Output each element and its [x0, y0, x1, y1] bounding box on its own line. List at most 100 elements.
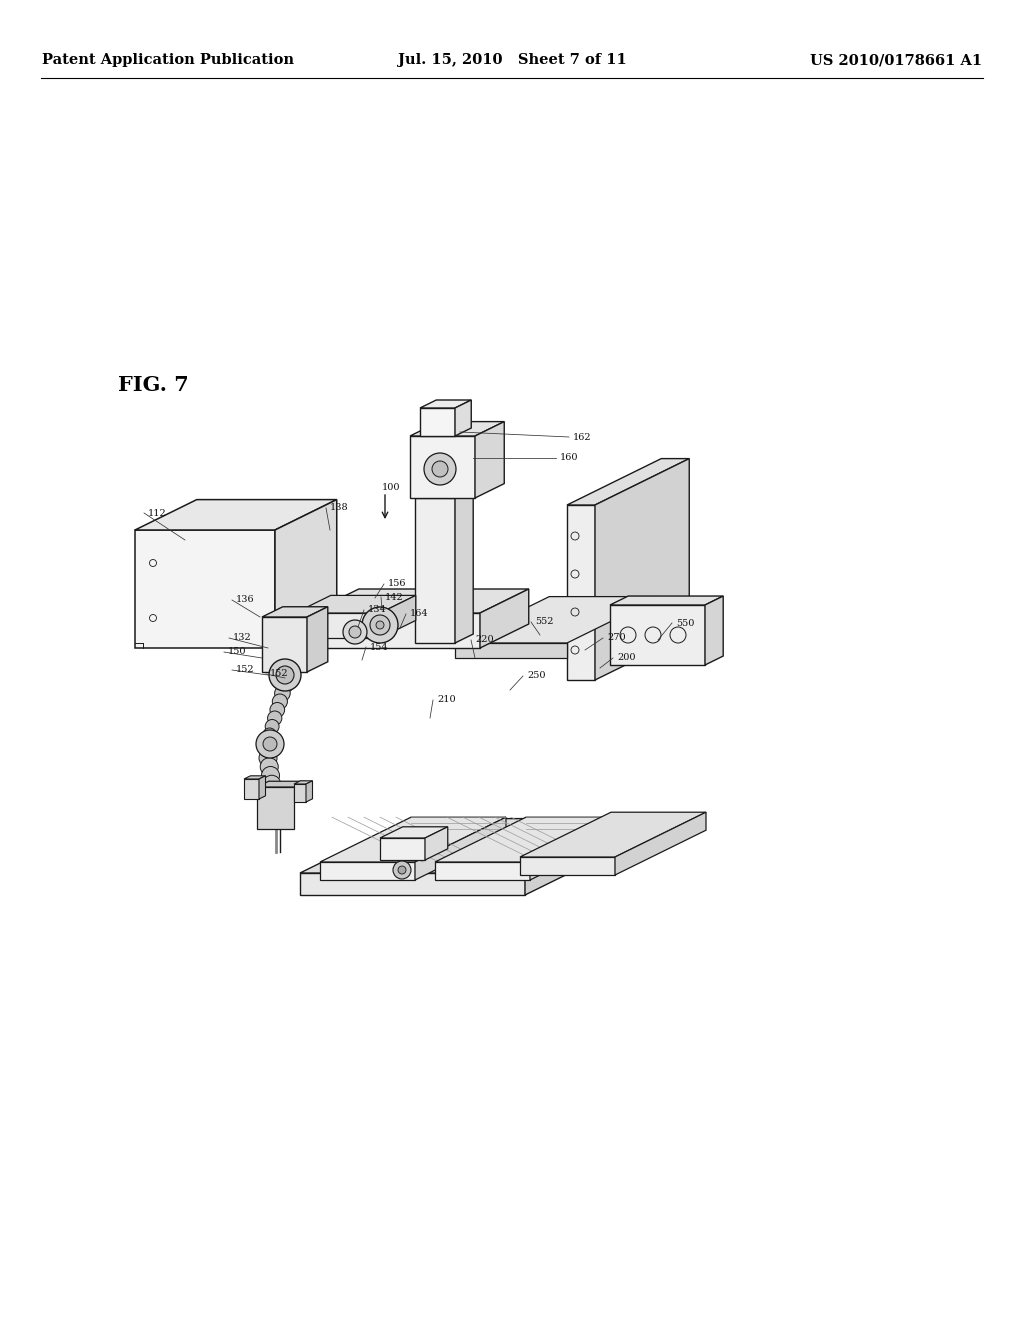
Circle shape — [263, 775, 281, 793]
Polygon shape — [567, 506, 595, 680]
Text: 160: 160 — [560, 454, 579, 462]
Polygon shape — [295, 595, 416, 612]
Polygon shape — [520, 857, 615, 875]
Polygon shape — [310, 612, 480, 648]
Circle shape — [370, 615, 390, 635]
Polygon shape — [135, 499, 337, 531]
Polygon shape — [420, 400, 471, 408]
Circle shape — [260, 737, 273, 750]
Polygon shape — [257, 787, 294, 829]
Polygon shape — [319, 817, 506, 862]
Polygon shape — [294, 781, 312, 784]
Polygon shape — [595, 458, 689, 680]
Text: 156: 156 — [388, 579, 407, 589]
Polygon shape — [435, 862, 530, 880]
Circle shape — [276, 667, 294, 684]
Text: 100: 100 — [382, 483, 400, 491]
Circle shape — [264, 784, 282, 803]
Polygon shape — [455, 400, 471, 436]
Text: 220: 220 — [475, 635, 494, 644]
Polygon shape — [610, 597, 723, 605]
Text: 552: 552 — [535, 618, 554, 627]
Polygon shape — [380, 595, 416, 638]
Polygon shape — [300, 873, 525, 895]
Circle shape — [270, 702, 285, 717]
Circle shape — [261, 767, 280, 784]
Polygon shape — [615, 812, 706, 875]
Polygon shape — [319, 862, 415, 880]
Polygon shape — [530, 817, 621, 880]
Circle shape — [263, 729, 276, 742]
Circle shape — [376, 620, 384, 630]
Polygon shape — [455, 488, 473, 643]
Text: 154: 154 — [370, 643, 389, 652]
Circle shape — [432, 461, 449, 477]
Circle shape — [259, 748, 278, 767]
Text: 162: 162 — [573, 433, 592, 441]
Polygon shape — [244, 779, 259, 799]
Circle shape — [265, 719, 280, 734]
Polygon shape — [380, 838, 425, 861]
Polygon shape — [262, 616, 307, 672]
Polygon shape — [410, 421, 504, 436]
Polygon shape — [135, 531, 275, 648]
Polygon shape — [295, 612, 380, 638]
Text: Jul. 15, 2010   Sheet 7 of 11: Jul. 15, 2010 Sheet 7 of 11 — [397, 53, 627, 67]
Text: 164: 164 — [410, 610, 429, 619]
Circle shape — [267, 711, 282, 725]
Circle shape — [362, 607, 398, 643]
Text: FIG. 7: FIG. 7 — [118, 375, 188, 395]
Polygon shape — [415, 817, 506, 880]
Polygon shape — [415, 498, 455, 643]
Polygon shape — [520, 812, 706, 857]
Polygon shape — [480, 589, 528, 648]
Polygon shape — [420, 408, 455, 436]
Polygon shape — [300, 818, 636, 873]
Polygon shape — [610, 605, 705, 665]
Polygon shape — [262, 607, 328, 616]
Circle shape — [278, 677, 293, 693]
Text: 134: 134 — [368, 606, 387, 615]
Text: 112: 112 — [148, 508, 167, 517]
Circle shape — [263, 737, 278, 751]
Polygon shape — [705, 597, 723, 665]
Text: 152: 152 — [236, 665, 255, 675]
Text: 150: 150 — [228, 648, 247, 656]
Text: 138: 138 — [330, 503, 348, 512]
Circle shape — [398, 866, 406, 874]
Text: US 2010/0178661 A1: US 2010/0178661 A1 — [810, 53, 982, 67]
Circle shape — [272, 694, 288, 709]
Text: 250: 250 — [527, 672, 546, 681]
Text: 200: 200 — [617, 653, 636, 663]
Polygon shape — [294, 784, 306, 803]
Polygon shape — [455, 597, 662, 643]
Polygon shape — [415, 488, 473, 498]
Polygon shape — [425, 826, 447, 861]
Polygon shape — [257, 781, 306, 787]
Circle shape — [260, 758, 279, 776]
Polygon shape — [307, 607, 328, 672]
Circle shape — [256, 730, 284, 758]
Polygon shape — [244, 776, 265, 779]
Polygon shape — [380, 826, 447, 838]
Text: 136: 136 — [236, 595, 255, 605]
Circle shape — [274, 685, 290, 701]
Circle shape — [269, 659, 301, 690]
Polygon shape — [306, 781, 312, 803]
Text: 270: 270 — [607, 634, 626, 643]
Polygon shape — [310, 589, 528, 612]
Polygon shape — [435, 817, 621, 862]
Polygon shape — [259, 776, 265, 799]
Text: 210: 210 — [437, 696, 456, 705]
Polygon shape — [410, 436, 475, 498]
Text: 132: 132 — [233, 634, 252, 643]
Polygon shape — [275, 499, 337, 648]
Polygon shape — [455, 643, 567, 657]
Circle shape — [343, 620, 367, 644]
Polygon shape — [475, 421, 504, 498]
Text: 550: 550 — [676, 619, 694, 627]
Text: 142: 142 — [385, 593, 403, 602]
Polygon shape — [525, 818, 636, 895]
Circle shape — [349, 626, 361, 638]
Polygon shape — [567, 458, 689, 506]
